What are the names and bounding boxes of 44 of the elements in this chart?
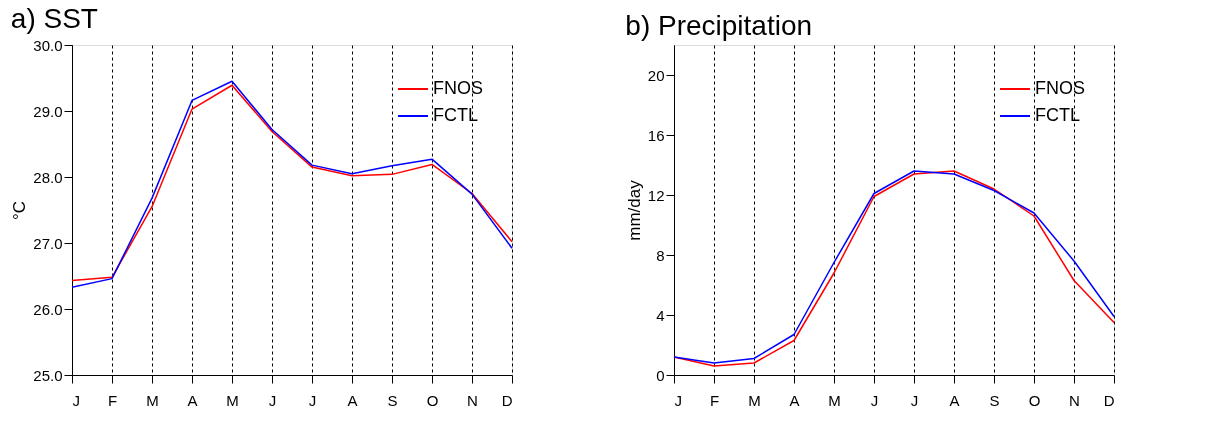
x-tick-label: J [910,391,919,409]
x-tick-label: A [187,391,198,409]
y-tick-label: 27.0 [33,234,63,252]
x-tick-label: A [347,391,358,409]
y-tick-label: 4 [656,306,665,324]
x-tick-label: M [828,391,841,409]
x-tick-label: D [501,391,513,409]
legend-label: FNOS [433,78,484,98]
x-tick-label: M [146,391,159,409]
y-axis-title: °C [10,200,30,221]
x-tick-label: O [1028,391,1041,409]
x-tick-label: N [1069,391,1080,409]
x-tick-label: F [709,391,720,409]
x-tick-label: S [387,391,398,409]
x-tick-label: O [426,391,439,409]
x-tick-label: A [789,391,800,409]
legend-label: FCTL [1035,105,1080,125]
x-tick-label: J [674,391,682,409]
y-tick-label: 8 [656,246,665,264]
legend-label: FCTL [433,105,478,125]
x-tick-label: F [107,391,118,409]
chart-title: a) SST [10,3,98,34]
chart-title: b) Precipitation [625,10,813,41]
y-tick-label: 26.0 [33,300,63,318]
y-tick-label: 28.0 [33,168,63,186]
y-tick-label: 29.0 [33,102,63,120]
y-tick-label: 16 [647,126,665,144]
y-tick-label: 30.0 [33,36,63,54]
x-tick-label: J [308,391,317,409]
x-tick-label: J [72,391,80,409]
x-tick-label: J [870,391,879,409]
x-tick-label: D [1103,391,1115,409]
y-axis-title: mm/day [624,179,644,241]
x-tick-label: J [268,391,277,409]
x-tick-label: A [949,391,960,409]
y-tick-label: 20 [647,66,665,84]
y-tick-label: 12 [647,186,665,204]
y-tick-label: 0 [656,366,665,384]
x-tick-label: M [748,391,761,409]
legend-label: FNOS [1035,78,1086,98]
x-tick-label: N [467,391,478,409]
y-tick-label: 25.0 [33,366,63,384]
x-tick-label: S [989,391,1000,409]
x-tick-label: M [226,391,239,409]
